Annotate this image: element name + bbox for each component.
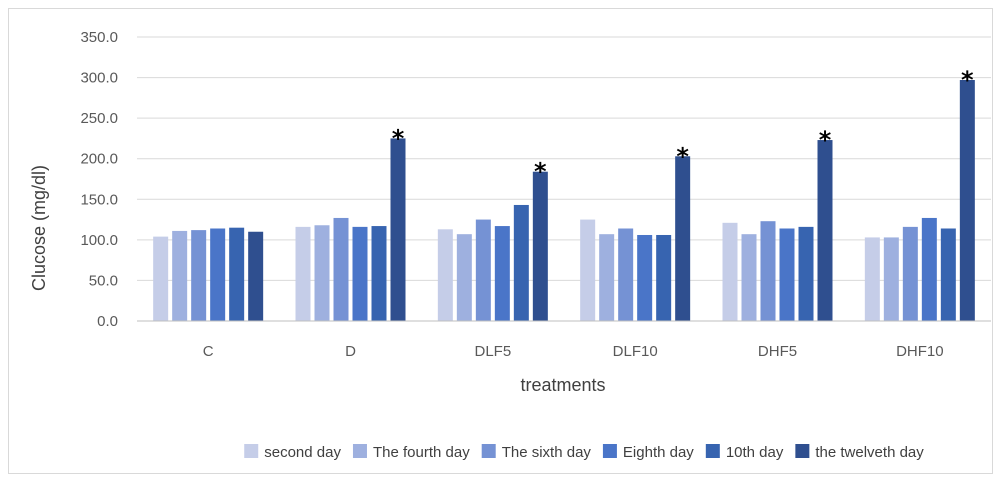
legend-swatch bbox=[352, 444, 367, 458]
bar bbox=[656, 234, 672, 321]
bar bbox=[675, 156, 691, 321]
bars: * * * * * bbox=[153, 66, 975, 322]
legend-swatch bbox=[244, 444, 259, 458]
y-tick-label: 100.0 bbox=[80, 232, 118, 249]
legend-label: The fourth day bbox=[373, 444, 470, 461]
bar bbox=[921, 217, 937, 321]
bar bbox=[475, 219, 491, 321]
significance-marker: * bbox=[676, 142, 689, 170]
bar bbox=[210, 228, 226, 321]
significance-marker: * bbox=[819, 126, 832, 154]
significance-marker: * bbox=[392, 124, 405, 152]
x-tick-label: DLF5 bbox=[474, 343, 511, 360]
bar bbox=[314, 225, 330, 321]
bar bbox=[817, 140, 833, 321]
legend-swatch bbox=[602, 444, 617, 458]
bar bbox=[760, 221, 776, 321]
x-tick-label: DLF10 bbox=[613, 343, 658, 360]
bar bbox=[940, 228, 956, 321]
bar bbox=[494, 226, 510, 321]
bar bbox=[741, 234, 757, 321]
bar bbox=[229, 227, 245, 321]
bar bbox=[883, 237, 899, 321]
bar bbox=[513, 204, 529, 321]
bar bbox=[798, 226, 814, 321]
significance-marker: * bbox=[534, 158, 547, 186]
legend-label: Eighth day bbox=[623, 444, 694, 461]
y-tick-label: 250.0 bbox=[80, 110, 118, 127]
y-tick-label: 0.0 bbox=[97, 313, 118, 330]
x-tick-label: D bbox=[345, 343, 356, 360]
y-tick-label: 50.0 bbox=[89, 272, 118, 289]
bar bbox=[599, 234, 615, 321]
legend-swatch bbox=[481, 444, 496, 458]
legend-label: The sixth day bbox=[502, 444, 592, 461]
x-tick-label: DHF10 bbox=[896, 343, 944, 360]
bar bbox=[248, 231, 264, 321]
bar bbox=[295, 226, 311, 321]
legend-label: the twelveth day bbox=[815, 444, 924, 461]
legend-label: second day bbox=[264, 444, 341, 461]
bar bbox=[532, 171, 548, 321]
bar bbox=[959, 80, 975, 322]
bar bbox=[580, 219, 596, 321]
bar bbox=[390, 138, 406, 321]
bar bbox=[191, 230, 207, 321]
x-tick-label: DHF5 bbox=[758, 343, 797, 360]
bar bbox=[333, 217, 349, 321]
y-tick-label: 150.0 bbox=[80, 191, 118, 208]
axes: 0.0 50.0 100.0 150.0 200.0 250.0 300.0 350.0 C D D… bbox=[80, 29, 991, 360]
y-axis-label: Clucose (mg/dl) bbox=[29, 165, 49, 291]
x-axis-label: treatments bbox=[520, 375, 605, 395]
bar bbox=[172, 230, 188, 321]
bar bbox=[864, 237, 880, 321]
x-tick-label: C bbox=[203, 343, 214, 360]
legend-label: 10th day bbox=[726, 444, 784, 461]
bar bbox=[722, 222, 738, 321]
bar bbox=[153, 236, 169, 321]
gridlines bbox=[137, 36, 991, 281]
bar bbox=[637, 234, 653, 321]
bar bbox=[456, 234, 472, 321]
legend-swatch bbox=[705, 444, 720, 458]
bar bbox=[618, 228, 634, 321]
legend: second day The fourth day The sixth day Eig… bbox=[244, 444, 924, 461]
bar bbox=[779, 228, 795, 321]
y-tick-label: 200.0 bbox=[80, 151, 118, 168]
bar bbox=[902, 226, 918, 321]
significance-marker: * bbox=[961, 66, 974, 94]
y-tick-label: 300.0 bbox=[80, 70, 118, 87]
bar bbox=[437, 229, 453, 321]
bar bbox=[371, 226, 387, 321]
legend-swatch bbox=[795, 444, 810, 458]
bar bbox=[352, 226, 368, 321]
y-tick-label: 350.0 bbox=[80, 29, 118, 46]
